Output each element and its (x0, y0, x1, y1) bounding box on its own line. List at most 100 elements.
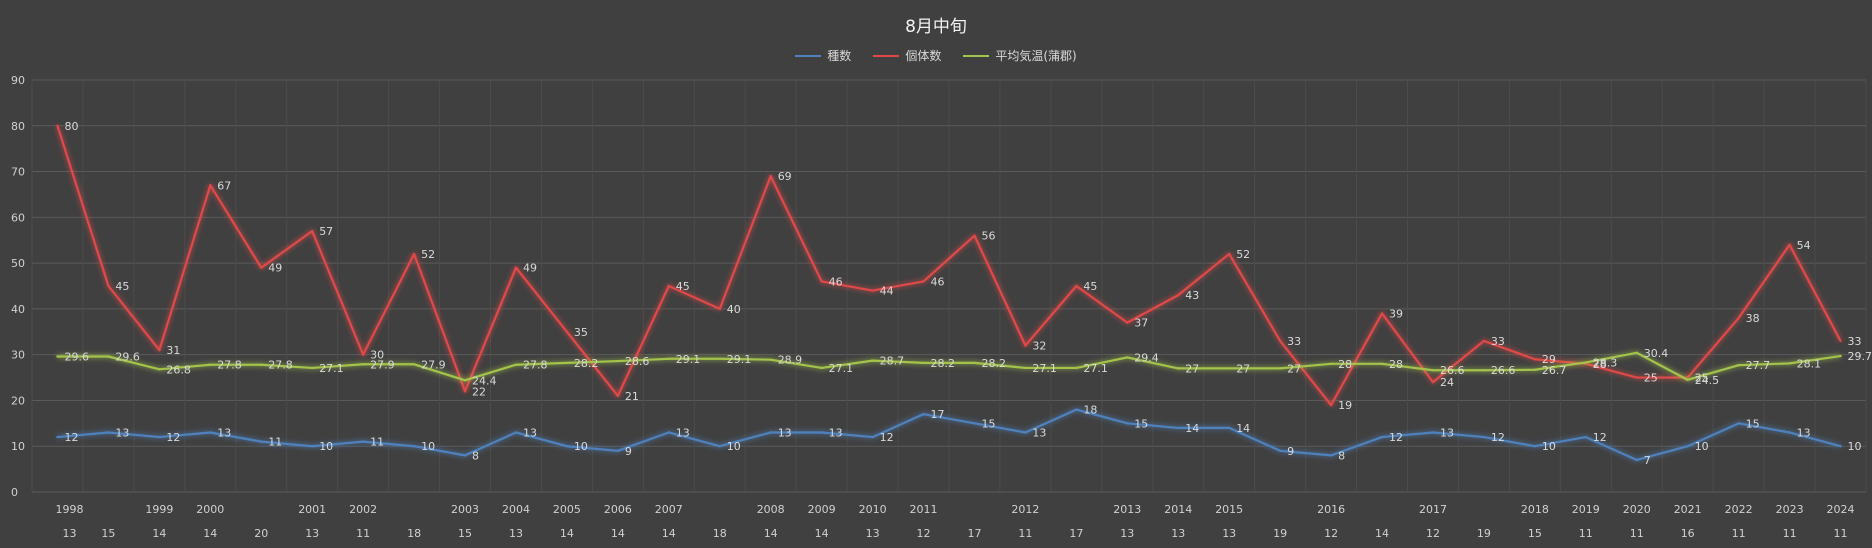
data-point (1788, 243, 1791, 246)
data-point (107, 355, 110, 358)
data-label: 28.7 (880, 355, 905, 368)
data-point (1431, 369, 1435, 372)
data-point (1431, 380, 1435, 384)
data-point (667, 431, 671, 434)
data-point (1482, 339, 1486, 343)
data-label: 27.8 (268, 359, 293, 372)
data-label: 8 (472, 449, 479, 462)
data-point (1788, 431, 1791, 434)
x-tick-label-year: 2024 (1827, 503, 1855, 516)
data-point (820, 366, 823, 370)
x-tick-label-year: 2013 (1113, 503, 1141, 516)
data-label: 38 (1746, 312, 1760, 325)
x-tick-label-sub: 16 (1681, 527, 1695, 540)
data-point (260, 363, 263, 366)
data-point (565, 445, 569, 448)
data-label: 24.5 (1695, 374, 1720, 387)
data-label: 27.1 (1032, 362, 1057, 375)
legend-swatch-species (795, 54, 822, 57)
data-label: 27.8 (217, 359, 242, 372)
x-tick-label-sub: 14 (815, 527, 829, 540)
legend-item-species: 種数 (795, 47, 851, 64)
data-label: 22 (472, 385, 486, 398)
data-label: 46 (931, 275, 945, 288)
data-label: 12 (1389, 431, 1403, 444)
x-tick-label-year: 2012 (1011, 503, 1039, 516)
data-point (1839, 445, 1842, 448)
data-point (616, 359, 620, 363)
data-point (1635, 376, 1638, 379)
data-label: 13 (829, 426, 843, 439)
x-tick-label-sub: 12 (917, 527, 931, 540)
data-point (871, 435, 874, 439)
data-label: 29.4 (1134, 351, 1159, 364)
data-label: 9 (1287, 445, 1294, 458)
data-label: 28.2 (931, 357, 956, 370)
x-tick-label-sub: 14 (764, 527, 778, 540)
y-tick-label: 0 (11, 486, 18, 499)
data-point (310, 445, 314, 448)
data-point (107, 284, 110, 288)
x-tick-label-sub: 11 (1783, 527, 1797, 540)
x-tick-label-year: 2019 (1572, 503, 1600, 516)
data-label: 13 (676, 426, 690, 439)
x-tick-label-year: 2003 (451, 503, 479, 516)
x-tick-label-sub: 13 (1222, 527, 1236, 540)
data-point (1686, 445, 1689, 448)
legend-swatch-temperature (963, 54, 990, 57)
y-tick-label: 10 (11, 440, 25, 453)
data-label: 27 (1185, 362, 1199, 375)
data-point (1431, 431, 1435, 434)
data-point (973, 234, 976, 237)
x-tick-label-year: 2014 (1164, 503, 1192, 516)
x-tick-label-sub: 11 (1732, 527, 1746, 540)
data-point (1839, 339, 1842, 343)
data-label: 33 (1491, 335, 1505, 348)
x-tick-label-sub: 11 (1018, 527, 1032, 540)
data-label: 25 (1644, 372, 1658, 385)
x-tick-label-sub: 14 (662, 527, 676, 540)
x-tick-label-year: 2001 (298, 503, 326, 516)
data-point (1177, 367, 1180, 370)
x-tick-label-year: 2016 (1317, 503, 1345, 516)
data-point (209, 363, 212, 366)
data-point (412, 445, 416, 448)
x-tick-label-sub: 11 (1834, 527, 1848, 540)
data-label: 29.1 (676, 353, 701, 366)
data-label: 35 (574, 326, 588, 339)
data-label: 19 (1338, 399, 1352, 412)
data-label: 13 (1797, 426, 1811, 439)
data-point (260, 440, 263, 443)
legend-item-temperature: 平均気温(蒲郡) (963, 47, 1077, 64)
data-point (158, 368, 161, 371)
x-axis-labels: 1998 13 15 1999 14 2000 14 20 2001 13 2002 11 18 2003… (55, 503, 1854, 540)
data-label: 57 (319, 225, 333, 238)
x-tick-label-sub: 15 (101, 527, 115, 540)
chart-legend: 種数 個体数 平均気温(蒲郡) (0, 47, 1872, 64)
data-label: 30 (370, 349, 384, 362)
data-label: 29.7 (1848, 350, 1872, 363)
x-tick-label-year: 2000 (196, 503, 224, 516)
data-point (973, 361, 976, 365)
x-tick-label-sub: 13 (866, 527, 880, 540)
data-point (412, 252, 416, 256)
data-point (1278, 339, 1282, 343)
data-label: 33 (1287, 335, 1301, 348)
data-label: 69 (778, 170, 792, 183)
x-tick-label-sub: 14 (1375, 527, 1389, 540)
data-label: 13 (523, 426, 537, 439)
data-point (616, 449, 620, 452)
x-tick-label-sub: 19 (1273, 527, 1287, 540)
data-point (565, 361, 569, 365)
x-tick-label-year: 2015 (1215, 503, 1243, 516)
data-point (1635, 458, 1638, 462)
data-point (1278, 449, 1282, 452)
data-label: 10 (421, 440, 435, 453)
data-point (820, 280, 823, 283)
x-tick-label-sub: 12 (1426, 527, 1440, 540)
data-point (56, 435, 59, 439)
data-label: 13 (1032, 426, 1046, 439)
x-tick-label-sub: 15 (458, 527, 472, 540)
data-label: 21 (625, 390, 639, 403)
